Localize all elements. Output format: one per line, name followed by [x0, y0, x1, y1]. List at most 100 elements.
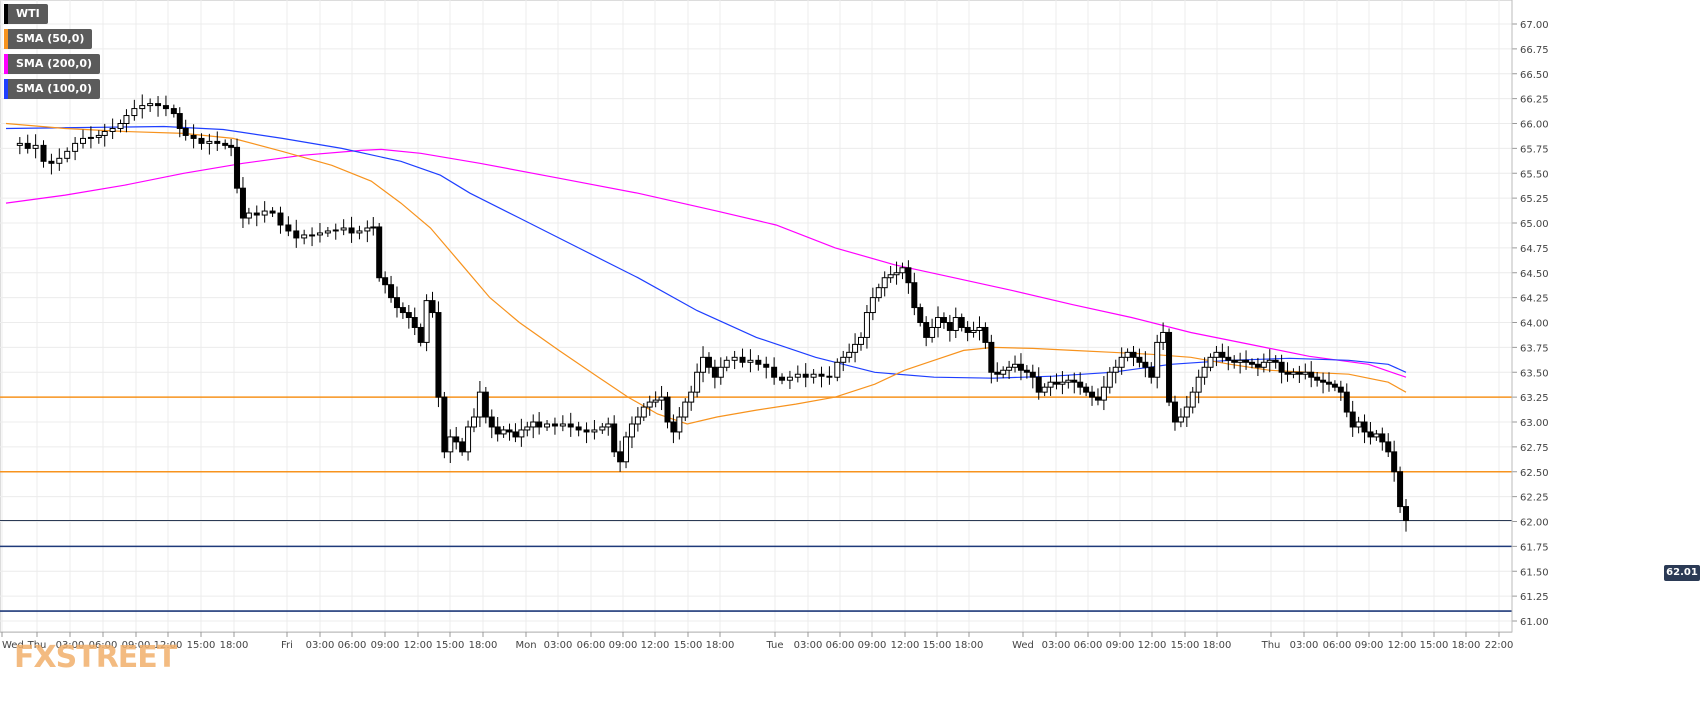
candle-body: [1302, 371, 1309, 375]
candle-body: [1041, 386, 1048, 393]
candle-body: [1195, 376, 1202, 393]
x-tick-label: 03:00: [544, 640, 573, 651]
candle-body: [1089, 391, 1096, 398]
candle-body: [786, 376, 793, 381]
candle-body: [1355, 421, 1362, 428]
y-tick-label: 64.50: [1520, 269, 1549, 280]
candle-body: [95, 134, 102, 138]
candle-body: [32, 144, 39, 149]
candle-body: [893, 272, 900, 276]
candle-body: [964, 326, 971, 333]
y-tick-label: 62.25: [1520, 493, 1549, 504]
candle-body: [1248, 361, 1255, 365]
sma50-line: [5, 122, 1407, 425]
candle-body: [214, 140, 221, 144]
y-tick-label: 63.25: [1520, 393, 1549, 404]
x-tick-label: 18:00: [220, 640, 249, 651]
candle-body: [309, 234, 316, 237]
x-tick-label: 06:00: [338, 640, 367, 651]
candle-body: [976, 326, 983, 331]
legend-item-sma200[interactable]: SMA (200,0): [4, 54, 101, 74]
legend-item-sma100[interactable]: SMA (100,0): [4, 79, 101, 99]
candle-body: [72, 142, 79, 152]
candle-body: [711, 366, 718, 378]
candle-body: [591, 429, 598, 433]
legend-item-sma50[interactable]: SMA (50,0): [4, 29, 93, 49]
candle-body: [1053, 381, 1060, 385]
x-tick-label: 12:00: [154, 640, 183, 651]
candle-body: [376, 226, 383, 279]
x-tick-label: 15:00: [187, 640, 216, 651]
x-tick-label: 12:00: [1138, 640, 1167, 651]
x-tick-label: 03:00: [1290, 640, 1319, 651]
candle-body: [717, 366, 724, 378]
candle-body: [1361, 421, 1368, 433]
candle-body: [399, 307, 406, 314]
candle-body: [1278, 361, 1285, 373]
candle-body: [56, 157, 63, 164]
candle-body: [628, 423, 635, 438]
y-tick-label: 64.75: [1520, 244, 1549, 255]
candle-body: [1231, 359, 1238, 363]
candle-body: [261, 210, 268, 216]
candle-body: [1154, 341, 1161, 378]
candle-body: [506, 429, 513, 433]
candle-body: [536, 421, 543, 428]
candle-body: [623, 436, 630, 463]
candle-body: [48, 160, 55, 164]
x-tick-label: 06:00: [1074, 640, 1103, 651]
x-tick-label: 03:00: [56, 640, 85, 651]
legend-swatch: [4, 29, 8, 49]
candle-body: [1136, 356, 1143, 363]
candle-body: [1166, 331, 1173, 403]
candle-body: [605, 423, 612, 428]
candle-body: [301, 234, 308, 239]
y-tick-label: 67.00: [1520, 20, 1549, 31]
candle-body: [583, 429, 590, 433]
candle-body: [794, 373, 801, 378]
candle-body: [470, 416, 477, 428]
candle-body: [530, 421, 537, 428]
candle-body: [731, 356, 738, 361]
x-tick-label: 09:00: [371, 640, 400, 651]
x-tick-label: 12:00: [404, 640, 433, 651]
candle-body: [1201, 366, 1208, 378]
candle-body: [1243, 359, 1250, 363]
x-tick-label: 06:00: [1323, 640, 1352, 651]
candle-body: [1225, 356, 1232, 361]
candle-body: [1314, 376, 1321, 381]
candle-body: [755, 359, 762, 365]
candle-body: [1118, 356, 1125, 368]
legend-label: WTI: [16, 7, 40, 20]
candle-body: [869, 297, 876, 314]
legend-swatch: [4, 79, 8, 99]
legend: WTI SMA (50,0) SMA (200,0) SMA (100,0): [4, 4, 101, 104]
x-tick-label: 15:00: [923, 640, 952, 651]
y-tick-label: 66.00: [1520, 120, 1549, 131]
candle-body: [818, 373, 825, 377]
candle-body: [1112, 366, 1119, 373]
candle-body: [40, 144, 47, 162]
candle-body: [190, 134, 197, 139]
candle-body: [382, 277, 389, 286]
candle-body: [123, 115, 130, 125]
candle-body: [1343, 391, 1350, 413]
candle-body: [1284, 371, 1291, 375]
candle-body: [1296, 371, 1303, 375]
candle-body: [459, 441, 466, 453]
x-tick-label: 09:00: [1106, 640, 1135, 651]
candle-body: [500, 429, 507, 435]
candle-body: [1189, 391, 1196, 408]
candle-body: [417, 326, 424, 343]
y-tick-label: 61.50: [1520, 567, 1549, 578]
x-tick-label: 06:00: [577, 640, 606, 651]
legend-item-wti[interactable]: WTI: [4, 4, 48, 24]
y-tick-label: 61.00: [1520, 617, 1549, 628]
candle-body: [1148, 366, 1155, 378]
candle-body: [940, 317, 947, 323]
x-tick-label: 18:00: [706, 640, 735, 651]
legend-swatch: [4, 4, 8, 24]
candle-body: [117, 123, 124, 129]
candle-body: [524, 426, 531, 431]
candle-body: [176, 113, 183, 129]
